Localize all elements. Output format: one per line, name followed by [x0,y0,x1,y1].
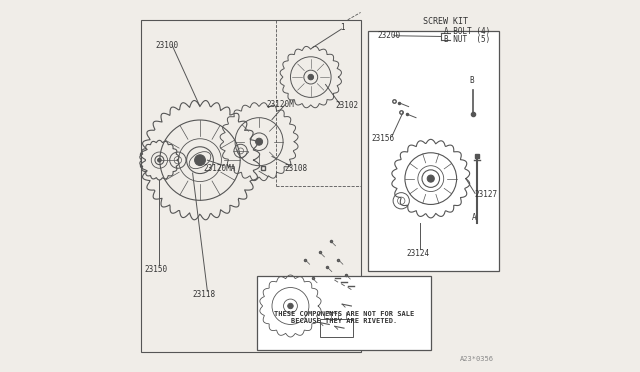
Circle shape [428,175,435,182]
Text: 23120MA: 23120MA [204,164,236,173]
Bar [141,20,360,352]
Text: 23102: 23102 [335,101,358,110]
Bar [257,276,431,350]
Text: 23200: 23200 [377,31,401,40]
Circle shape [157,158,161,162]
Text: 23124: 23124 [407,249,430,258]
Circle shape [195,155,205,166]
Text: 23118: 23118 [193,291,216,299]
Text: B NUT  (5): B NUT (5) [444,35,490,44]
Text: A BOLT (4): A BOLT (4) [444,27,490,36]
Text: 23108: 23108 [285,164,308,173]
Text: SCREW KIT: SCREW KIT [424,17,468,26]
Text: 1: 1 [340,23,345,32]
Text: A: A [472,213,476,222]
Text: 23127: 23127 [474,190,497,199]
Text: 23100: 23100 [156,41,179,50]
Circle shape [288,303,293,309]
Text: 23156: 23156 [371,134,394,142]
Circle shape [308,74,314,80]
Text: 23150: 23150 [145,264,168,273]
Text: 23120M: 23120M [266,100,294,109]
Text: B: B [470,76,474,85]
Bar [368,31,499,271]
Text: THESE COMPONENTS ARE NOT FOR SALE
BECAUSE THEY ARE RIVETED.: THESE COMPONENTS ARE NOT FOR SALE BECAUS… [274,311,414,324]
Circle shape [255,138,262,145]
Text: A23*0356: A23*0356 [460,356,494,362]
Bar [320,319,353,337]
